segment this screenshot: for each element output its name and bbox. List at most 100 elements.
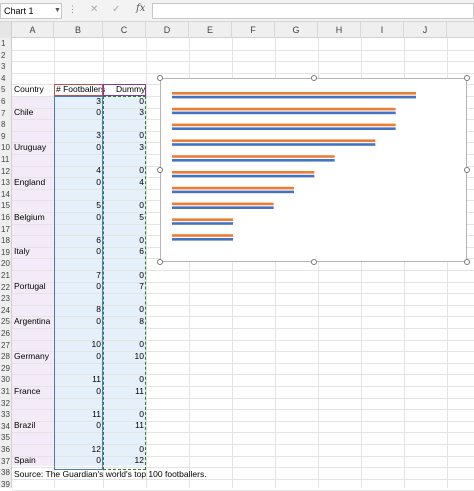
row-header[interactable]: 31 — [1, 387, 10, 396]
source-note[interactable]: Source: The Guardian's world's top 100 f… — [14, 469, 207, 479]
dummy-cell[interactable] — [105, 188, 144, 200]
row-header[interactable]: 23 — [1, 294, 10, 304]
column-header-g[interactable]: G — [275, 22, 318, 38]
row-header[interactable]: 9 — [1, 131, 6, 141]
bar-orange[interactable] — [172, 139, 376, 142]
dummy-cell[interactable] — [105, 362, 144, 374]
row-header[interactable]: 24 — [1, 305, 10, 315]
dummy-cell[interactable]: 12 — [134, 455, 144, 466]
footballers-cell[interactable]: 0 — [96, 211, 101, 222]
insert-function-button[interactable]: fx — [136, 3, 146, 14]
footballers-cell[interactable] — [56, 258, 101, 270]
row-header[interactable]: 37 — [1, 456, 10, 466]
dummy-cell[interactable]: 0 — [139, 374, 144, 384]
row-header[interactable]: 4 — [1, 73, 6, 83]
country-cell[interactable]: Portugal — [14, 281, 46, 292]
column-header-f[interactable]: F — [232, 22, 275, 38]
row-header[interactable]: 20 — [1, 259, 10, 269]
country-cell[interactable]: Argentina — [14, 316, 51, 326]
resize-handle[interactable] — [157, 259, 163, 265]
dummy-cell[interactable]: 0 — [139, 165, 144, 176]
name-box[interactable]: Chart 1 — [0, 3, 62, 19]
bar-orange[interactable] — [172, 186, 294, 190]
bar-orange[interactable] — [172, 202, 274, 206]
resize-handle[interactable] — [464, 259, 470, 265]
dummy-cell[interactable]: 11 — [135, 420, 144, 431]
bar-orange[interactable] — [172, 218, 233, 221]
country-cell[interactable]: Belgium — [14, 211, 45, 222]
bar-blue[interactable] — [172, 238, 233, 241]
bar-blue[interactable] — [172, 190, 294, 194]
row-header[interactable]: 39 — [1, 479, 10, 489]
footballers-cell[interactable]: 11 — [92, 408, 101, 419]
bar-blue[interactable] — [172, 159, 335, 162]
country-cell[interactable]: France — [14, 385, 41, 396]
formula-input[interactable] — [152, 3, 474, 19]
column-header-d[interactable]: D — [146, 22, 189, 38]
bar-blue[interactable] — [172, 174, 315, 178]
dummy-cell[interactable]: 7 — [139, 281, 144, 292]
bar-orange[interactable] — [172, 107, 396, 111]
dummy-cell[interactable]: 11 — [135, 385, 144, 396]
resize-handle[interactable] — [310, 259, 317, 265]
footballers-cell[interactable]: 8 — [96, 304, 101, 315]
row-header[interactable]: 1 — [1, 39, 6, 48]
row-header[interactable]: 32 — [1, 398, 10, 408]
footballers-cell[interactable] — [56, 188, 101, 200]
footballers-cell[interactable] — [56, 362, 101, 374]
footballers-cell[interactable] — [56, 119, 101, 131]
row-header[interactable]: 8 — [1, 120, 6, 130]
row-header[interactable]: 28 — [1, 352, 10, 362]
resize-handle[interactable] — [157, 167, 163, 173]
footballers-cell[interactable]: 0 — [96, 316, 101, 326]
dummy-cell[interactable]: 0 — [139, 200, 144, 210]
column-header-a[interactable]: A — [12, 22, 54, 38]
bar-blue[interactable] — [172, 222, 233, 225]
row-header[interactable]: 30 — [1, 375, 10, 385]
dummy-cell[interactable]: 0 — [139, 408, 144, 419]
row-header[interactable]: 6 — [1, 97, 6, 106]
row-header[interactable]: 26 — [1, 329, 10, 338]
dummy-cell[interactable]: 0 — [139, 95, 144, 106]
dummy-cell[interactable] — [105, 223, 144, 235]
footballers-cell[interactable]: 0 — [96, 246, 101, 257]
row-header[interactable]: 10 — [1, 143, 10, 153]
bar-blue[interactable] — [172, 127, 396, 130]
dummy-cell[interactable]: 5 — [139, 211, 144, 222]
row-header[interactable]: 18 — [1, 236, 10, 246]
dummy-cell[interactable] — [105, 432, 144, 444]
row-header[interactable]: 17 — [1, 224, 10, 234]
row-header[interactable]: 36 — [1, 445, 10, 454]
resize-handle[interactable] — [310, 75, 317, 81]
dummy-cell[interactable]: 4 — [139, 176, 144, 187]
header-dummy[interactable]: Dummy — [116, 84, 146, 94]
bar-blue[interactable] — [172, 95, 416, 99]
row-header[interactable]: 11 — [1, 155, 10, 164]
row-header[interactable]: 14 — [1, 189, 10, 199]
country-cell[interactable]: Germany — [14, 350, 49, 361]
dummy-cell[interactable]: 0 — [139, 130, 144, 141]
row-header[interactable]: 7 — [1, 108, 6, 118]
footballers-cell[interactable]: 10 — [91, 339, 101, 350]
chart[interactable] — [160, 78, 467, 262]
row-header[interactable]: 13 — [1, 178, 10, 188]
resize-handle[interactable] — [157, 75, 163, 81]
chevron-down-icon[interactable]: ▼ — [54, 7, 61, 14]
dummy-cell[interactable]: 3 — [139, 107, 144, 118]
row-header[interactable]: 33 — [1, 410, 10, 420]
column-header-e[interactable]: E — [189, 22, 232, 38]
check-icon[interactable]: ✓ — [112, 4, 121, 15]
row-header[interactable]: 2 — [1, 50, 6, 60]
footballers-cell[interactable] — [56, 223, 101, 235]
footballers-cell[interactable]: 0 — [96, 107, 101, 118]
footballers-cell[interactable] — [56, 432, 101, 444]
footballers-cell[interactable]: 3 — [96, 95, 101, 106]
row-header[interactable]: 29 — [1, 363, 10, 373]
header-footballers[interactable]: # Footballers — [56, 84, 106, 94]
column-header-j[interactable]: J — [404, 22, 447, 38]
country-cell[interactable]: England — [14, 176, 46, 187]
dummy-cell[interactable] — [105, 397, 144, 409]
bar-blue[interactable] — [172, 206, 274, 209]
dummy-cell[interactable]: 10 — [134, 350, 144, 361]
bar-blue[interactable] — [172, 143, 376, 146]
